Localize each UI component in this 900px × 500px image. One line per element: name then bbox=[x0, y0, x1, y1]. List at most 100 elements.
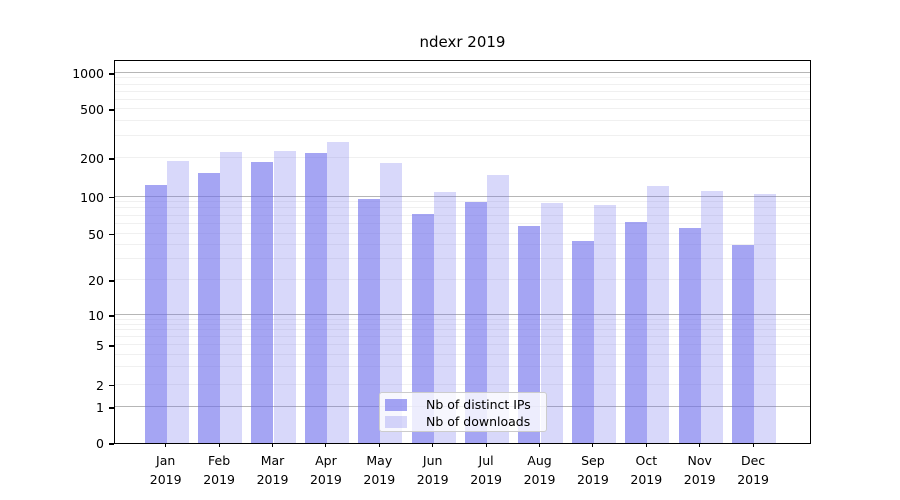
y-tick-label-5: 5 bbox=[96, 338, 104, 353]
bar-distinct-ips-oct bbox=[625, 222, 648, 443]
x-tick-mark-sep bbox=[592, 443, 594, 447]
bar-distinct-ips-jan bbox=[144, 184, 167, 443]
y-tick-mark-500 bbox=[109, 109, 114, 111]
x-tick-label-nov: Nov 2019 bbox=[683, 453, 716, 487]
chart-title: ndexr 2019 bbox=[419, 33, 506, 51]
y-tick-mark-1000 bbox=[109, 73, 114, 75]
x-tick-label-oct: Oct 2019 bbox=[630, 453, 663, 487]
y-tick-mark-200 bbox=[109, 158, 114, 160]
x-tick-mark-jul bbox=[485, 443, 487, 447]
x-tick-mark-jan bbox=[165, 443, 167, 447]
bar-distinct-ips-dec bbox=[731, 244, 755, 443]
gridline-minor-200 bbox=[115, 157, 810, 158]
legend: Nb of distinct IPs Nb of downloads bbox=[379, 392, 547, 432]
legend-row: Nb of distinct IPs bbox=[385, 396, 540, 413]
y-tick-mark-1 bbox=[109, 407, 114, 409]
bar-downloads-oct bbox=[647, 186, 670, 443]
y-tick-mark-20 bbox=[109, 280, 114, 282]
y-tick-label-0: 0 bbox=[96, 436, 104, 451]
bar-downloads-feb bbox=[220, 151, 243, 443]
gridline-minor-40 bbox=[115, 243, 810, 245]
gridline-minor-4 bbox=[115, 353, 810, 355]
x-tick-label-sep: Sep 2019 bbox=[576, 453, 609, 487]
bar-downloads-jan bbox=[166, 160, 189, 443]
y-tick-label-500: 500 bbox=[80, 102, 104, 117]
gridline-minor-80 bbox=[115, 207, 810, 209]
y-tick-mark-2 bbox=[109, 384, 114, 387]
bar-downloads-jun bbox=[433, 192, 456, 443]
bar-downloads-sep bbox=[593, 204, 617, 443]
bar-downloads-aug bbox=[540, 202, 563, 443]
legend-label: Nb of distinct IPs bbox=[426, 397, 531, 412]
gridline-minor-900 bbox=[115, 77, 810, 79]
gridline-minor-3 bbox=[115, 366, 810, 368]
bar-distinct-ips-jul bbox=[464, 202, 488, 443]
y-tick-label-1: 1 bbox=[96, 400, 104, 415]
x-tick-label-jul: Jul 2019 bbox=[470, 453, 502, 487]
gridline-minor-30 bbox=[115, 258, 810, 260]
bar-distinct-ips-mar bbox=[251, 161, 274, 443]
x-tick-label-jan: Jan 2019 bbox=[149, 453, 182, 487]
x-tick-label-may: May 2019 bbox=[363, 453, 396, 487]
x-tick-mark-jun bbox=[432, 443, 434, 447]
bar-distinct-ips-jun bbox=[411, 214, 434, 443]
y-tick-mark-100 bbox=[109, 196, 114, 199]
y-tick-label-10: 10 bbox=[88, 308, 104, 323]
y-tick-label-200: 200 bbox=[80, 151, 104, 166]
x-tick-label-mar: Mar 2019 bbox=[256, 453, 289, 487]
x-tick-mark-mar bbox=[271, 443, 274, 447]
y-tick-label-20: 20 bbox=[88, 273, 104, 288]
gridline-minor-700 bbox=[115, 90, 810, 92]
x-tick-label-jun: Jun 2019 bbox=[416, 453, 449, 487]
bar-downloads-may bbox=[380, 162, 403, 443]
bar-distinct-ips-aug bbox=[518, 225, 541, 443]
gridline-minor-70 bbox=[115, 214, 810, 216]
x-tick-label-dec: Dec 2019 bbox=[737, 453, 769, 487]
gridline-minor-7 bbox=[115, 329, 810, 331]
bar-distinct-ips-feb bbox=[197, 172, 221, 443]
bar-downloads-dec bbox=[754, 193, 777, 443]
x-tick-mark-feb bbox=[218, 443, 220, 447]
y-tick-label-1000: 1000 bbox=[72, 66, 104, 81]
bar-distinct-ips-apr bbox=[304, 153, 327, 443]
x-tick-mark-apr bbox=[325, 443, 327, 447]
bar-downloads-apr bbox=[326, 142, 350, 443]
plot-area: Nb of distinct IPs Nb of downloads bbox=[114, 60, 811, 444]
bar-distinct-ips-may bbox=[358, 198, 381, 443]
gridline-minor-20 bbox=[115, 279, 810, 280]
gridline-minor-600 bbox=[115, 98, 810, 100]
gridline-minor-2 bbox=[115, 383, 810, 385]
gridline-minor-90 bbox=[115, 201, 810, 203]
gridline-minor-8 bbox=[115, 323, 810, 325]
legend-label: Nb of downloads bbox=[426, 414, 531, 429]
gridline-minor-60 bbox=[115, 222, 810, 224]
legend-swatch-icon bbox=[385, 415, 407, 428]
x-tick-label-feb: Feb 2019 bbox=[203, 453, 235, 487]
x-tick-label-apr: Apr 2019 bbox=[309, 453, 342, 487]
gridline-minor-800 bbox=[115, 83, 810, 85]
x-tick-mark-nov bbox=[699, 443, 701, 447]
legend-row: Nb of downloads bbox=[385, 413, 540, 430]
x-tick-mark-aug bbox=[538, 443, 541, 447]
bar-distinct-ips-sep bbox=[571, 241, 594, 443]
gridline-minor-50 bbox=[115, 232, 810, 234]
bar-downloads-mar bbox=[273, 151, 296, 443]
bar-distinct-ips-nov bbox=[678, 228, 701, 443]
gridline-minor-500 bbox=[115, 108, 810, 109]
bar-downloads-nov bbox=[700, 191, 723, 443]
x-tick-label-aug: Aug 2019 bbox=[523, 453, 556, 487]
x-tick-mark-may bbox=[378, 443, 380, 447]
gridline-minor-9 bbox=[115, 318, 810, 320]
gridline-minor-400 bbox=[115, 119, 810, 121]
y-tick-label-50: 50 bbox=[88, 226, 104, 242]
y-tick-mark-50 bbox=[109, 233, 114, 236]
x-tick-mark-dec bbox=[752, 443, 754, 447]
gridline-major-1000 bbox=[115, 72, 810, 73]
gridline-minor-6 bbox=[115, 336, 810, 338]
gridline-major-100 bbox=[115, 195, 810, 197]
y-tick-mark-5 bbox=[109, 345, 114, 347]
y-tick-label-100: 100 bbox=[80, 189, 104, 205]
x-tick-mark-oct bbox=[645, 443, 647, 447]
y-tick-mark-10 bbox=[109, 315, 114, 317]
